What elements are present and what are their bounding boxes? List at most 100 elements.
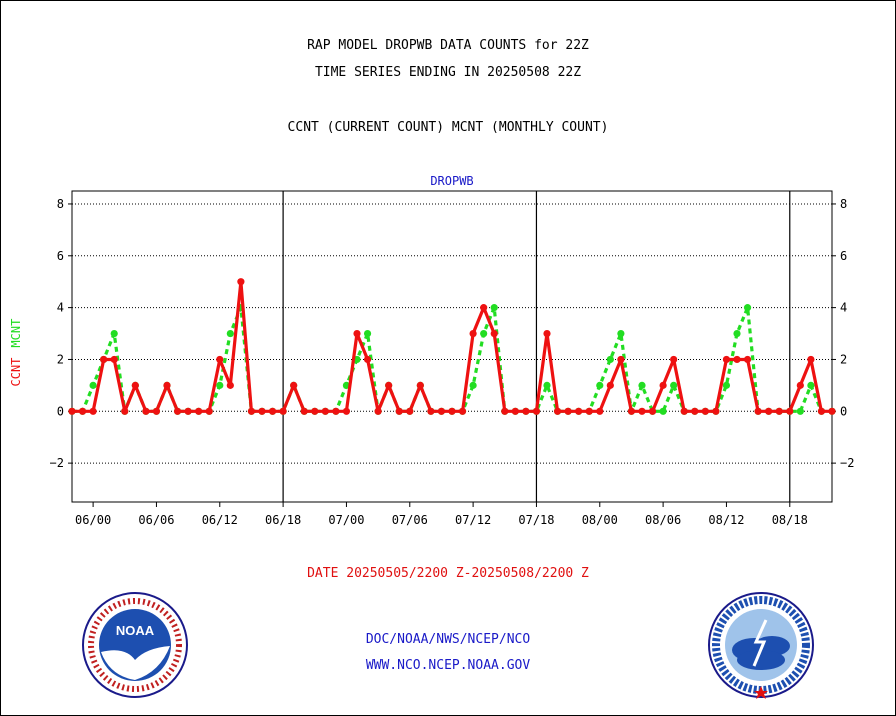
x-tick-label: 08/12	[708, 513, 744, 527]
data-point-mcnt	[617, 329, 625, 338]
data-point-ccnt	[617, 355, 625, 364]
website-label: WWW.NCO.NCEP.NOAA.GOV	[365, 658, 531, 673]
x-tick-label: 06/00	[75, 513, 111, 527]
data-point-mcnt	[480, 329, 488, 338]
data-point-ccnt	[268, 407, 277, 415]
data-point-ccnt	[733, 355, 741, 364]
data-point-mcnt	[596, 381, 604, 389]
data-point-ccnt	[638, 407, 646, 415]
data-point-ccnt	[828, 407, 836, 415]
data-point-ccnt	[395, 407, 403, 415]
data-point-ccnt	[648, 407, 657, 415]
data-point-ccnt	[722, 355, 731, 364]
data-point-ccnt	[522, 407, 530, 415]
data-point-mcnt	[743, 304, 752, 312]
data-point-ccnt	[247, 407, 256, 415]
data-point-ccnt	[817, 407, 826, 415]
x-tick-label: 06/06	[138, 513, 174, 527]
data-point-ccnt	[659, 381, 667, 389]
data-point-ccnt	[701, 407, 709, 415]
nws-logo	[708, 592, 814, 699]
data-point-mcnt	[722, 381, 731, 389]
y-axis-label: CCNT MCNT	[9, 319, 23, 387]
data-point-ccnt	[184, 407, 192, 415]
y-tick-label-right: 2	[840, 352, 847, 366]
data-point-ccnt	[216, 355, 224, 364]
data-point-ccnt	[490, 329, 498, 338]
plot-title: DROPWB	[430, 174, 473, 188]
series-line-ccnt	[72, 280, 832, 413]
x-tick-label: 08/18	[772, 513, 808, 527]
y-tick-label-right: 4	[840, 301, 847, 315]
x-tick-label: 07/00	[328, 513, 364, 527]
y-tick-label-left: 6	[57, 249, 64, 263]
noaa-logo: NOAA	[82, 592, 188, 698]
data-point-ccnt	[765, 407, 773, 415]
data-point-ccnt	[427, 407, 435, 415]
y-tick-label-left: 8	[57, 197, 64, 211]
data-point-ccnt	[363, 355, 372, 364]
x-tick-label: 08/06	[645, 513, 681, 527]
data-point-ccnt	[469, 329, 477, 338]
data-point-ccnt	[553, 407, 562, 415]
y-tick-label-left: 0	[57, 404, 64, 418]
data-point-ccnt	[78, 407, 87, 415]
data-point-ccnt	[786, 407, 794, 415]
data-point-ccnt	[596, 407, 604, 415]
noaa-logo-text: NOAA	[116, 623, 155, 638]
y-axis-label-ccnt: CCNT	[9, 358, 23, 387]
data-point-mcnt	[226, 329, 234, 338]
data-point-ccnt	[743, 355, 752, 364]
data-point-ccnt	[680, 407, 688, 415]
data-point-ccnt	[100, 355, 108, 364]
data-point-ccnt	[110, 355, 118, 364]
data-point-mcnt	[216, 381, 224, 389]
data-point-ccnt	[775, 407, 783, 415]
data-point-ccnt	[226, 381, 234, 389]
data-point-ccnt	[321, 407, 329, 415]
y-tick-label-right: 0	[840, 404, 847, 418]
data-point-mcnt	[606, 355, 614, 364]
data-point-ccnt	[606, 381, 614, 389]
data-point-ccnt	[374, 407, 382, 415]
data-point-mcnt	[490, 304, 498, 312]
chart-svg: −2 −2 0 0 2 2 4 4 6 6 8 8 06/00 06/06 06/12 06/18 07/00 0…	[9, 174, 854, 527]
data-point-ccnt	[68, 407, 76, 415]
y-tick-label-left: −2	[50, 456, 64, 470]
data-point-ccnt	[89, 407, 97, 415]
x-tick-label: 06/18	[265, 513, 301, 527]
y-tick-label-left: 2	[57, 352, 64, 366]
chart-title-line-3: CCNT (CURRENT COUNT) MCNT (MONTHLY COUNT…	[287, 120, 609, 135]
data-point-mcnt	[543, 381, 551, 389]
x-tick-label: 06/12	[202, 513, 238, 527]
x-tick-label: 07/06	[392, 513, 428, 527]
data-point-ccnt	[458, 407, 467, 415]
plot-frame	[71, 190, 833, 503]
data-point-ccnt	[448, 407, 456, 415]
y-tick-label-left: 4	[57, 301, 64, 315]
data-point-ccnt	[543, 329, 551, 338]
data-point-ccnt	[501, 407, 509, 415]
data-point-mcnt	[796, 407, 804, 415]
data-point-mcnt	[469, 381, 477, 389]
data-point-ccnt	[300, 407, 308, 415]
data-point-ccnt	[406, 407, 414, 415]
y-tick-label-right: 6	[840, 249, 847, 263]
data-point-ccnt	[796, 381, 804, 389]
data-point-ccnt	[807, 355, 815, 364]
data-point-ccnt	[195, 407, 203, 415]
data-point-ccnt	[279, 407, 287, 415]
data-point-mcnt	[363, 329, 372, 338]
data-point-ccnt	[712, 407, 720, 415]
data-point-mcnt	[807, 381, 815, 389]
chart-title-line-2: TIME SERIES ENDING IN 20250508 22Z	[314, 65, 582, 80]
data-point-ccnt	[385, 381, 393, 389]
data-point-mcnt	[670, 381, 678, 389]
y-tick-label-right: 8	[840, 197, 847, 211]
data-point-ccnt	[173, 407, 182, 415]
data-point-ccnt	[131, 381, 139, 389]
x-tick-label: 08/00	[582, 513, 618, 527]
data-point-mcnt	[659, 407, 667, 415]
data-point-ccnt	[670, 355, 678, 364]
data-point-ccnt	[511, 407, 519, 415]
